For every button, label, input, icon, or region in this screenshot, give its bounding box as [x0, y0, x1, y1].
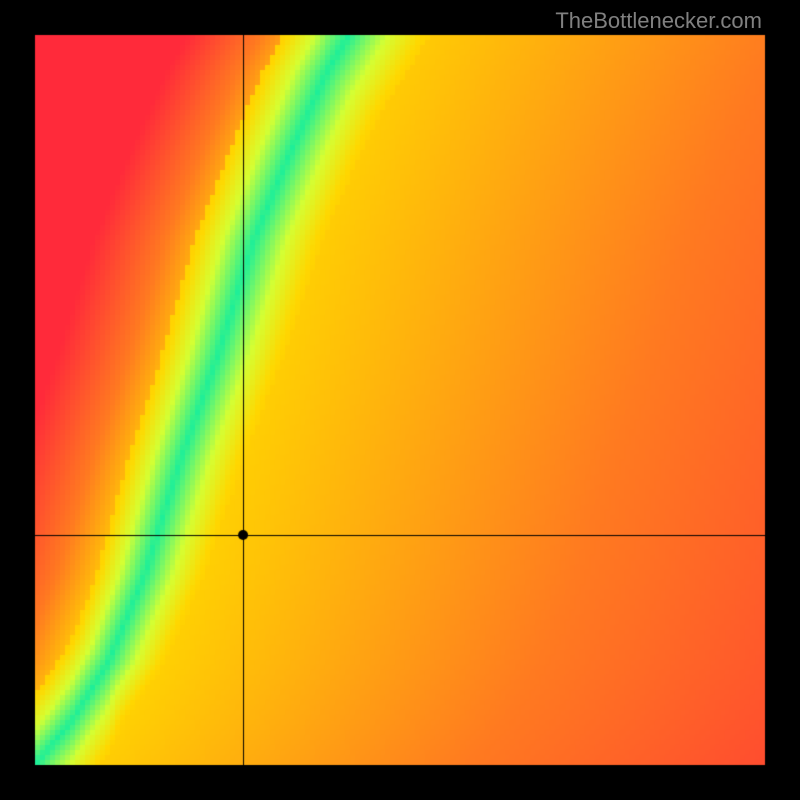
watermark-text: TheBottlenecker.com [555, 8, 762, 34]
chart-container: TheBottlenecker.com [0, 0, 800, 800]
heatmap-canvas [0, 0, 800, 800]
